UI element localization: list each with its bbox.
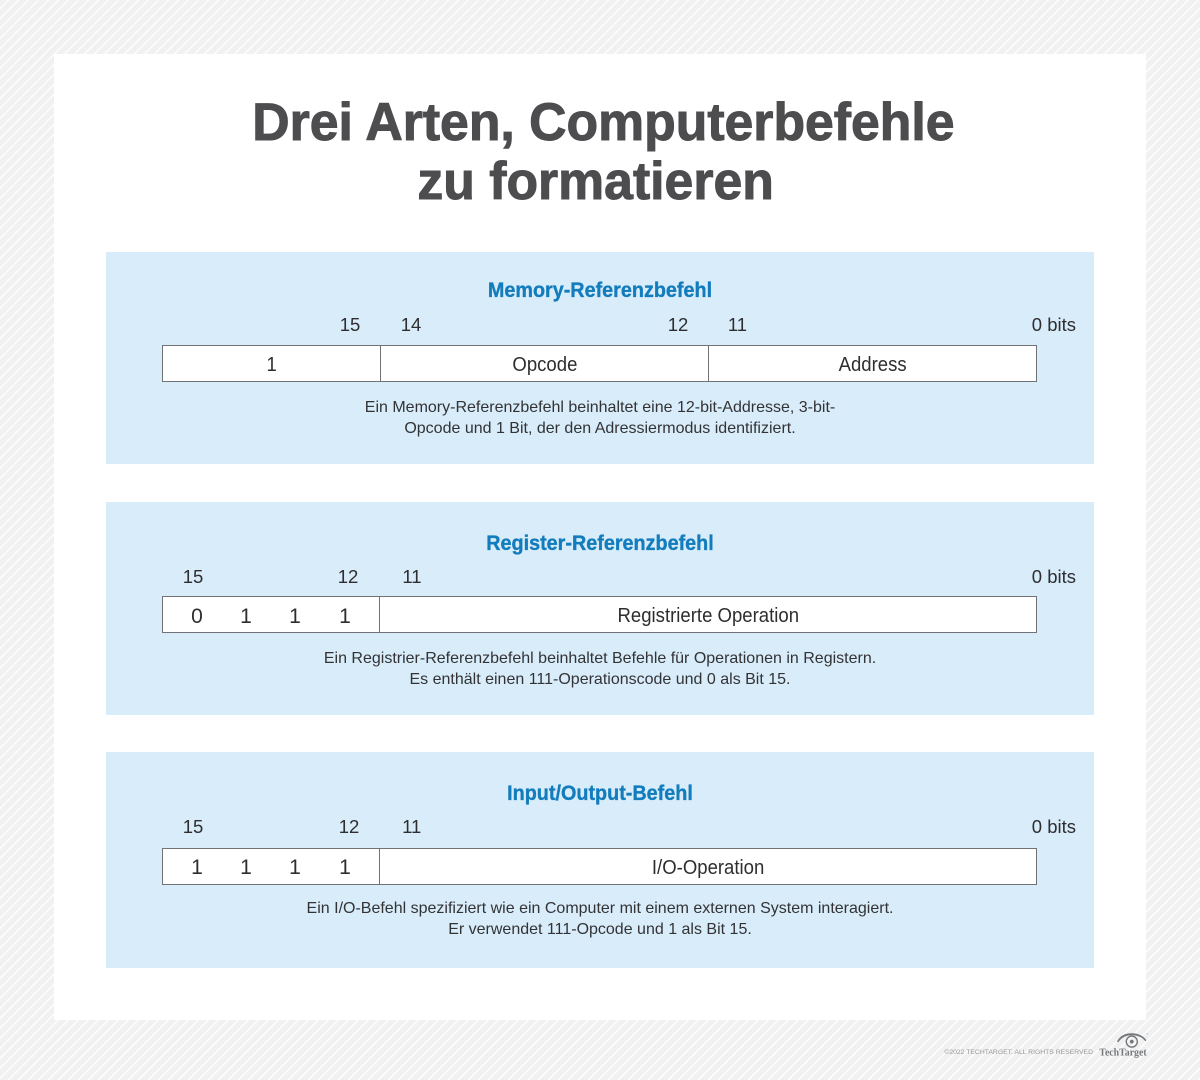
svg-text:TechTarget: TechTarget: [1099, 1047, 1147, 1058]
